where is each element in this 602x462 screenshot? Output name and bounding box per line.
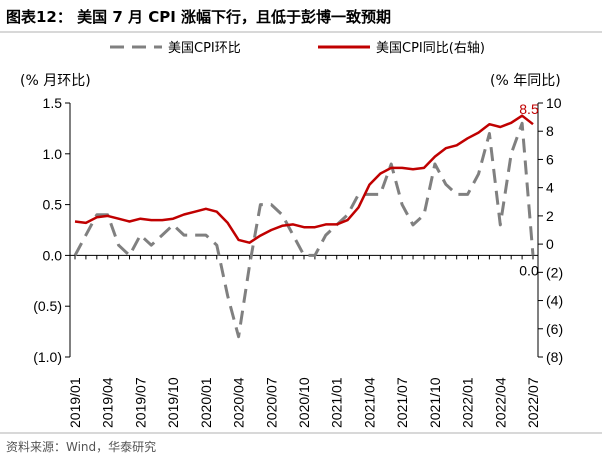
left-tick-label: 0.0 <box>43 247 63 263</box>
right-tick-label: 2 <box>546 208 554 224</box>
left-axis-unit: (% 月环比) <box>20 73 91 89</box>
right-tick-label: (6) <box>546 321 563 337</box>
x-tick-label: 2021/10 <box>427 377 443 428</box>
right-tick-label: 6 <box>546 151 554 167</box>
x-tick-label: 2019/07 <box>132 377 148 428</box>
annotation-yoy-latest: 8.5 <box>519 101 539 117</box>
series-line-cpi-mom <box>73 121 535 339</box>
right-tick-label: 8 <box>546 123 554 139</box>
chart-title: 图表12： 美国 7 月 CPI 涨幅下行，且低于彭博一致预期 <box>6 8 391 26</box>
right-axis-unit: (% 年同比) <box>490 73 561 89</box>
right-tick-label: 4 <box>546 180 554 196</box>
x-tick-label: 2021/01 <box>329 377 345 428</box>
x-tick-label: 2022/01 <box>460 377 476 428</box>
right-tick-label: (8) <box>546 349 563 365</box>
x-tick-label: 2020/10 <box>296 377 312 428</box>
left-tick-label: (1.0) <box>33 349 62 365</box>
legend: 美国CPI环比 美国CPI同比(右轴) <box>110 41 485 56</box>
x-tick-label: 2022/07 <box>525 377 541 428</box>
legend-label-yoy: 美国CPI同比(右轴) <box>376 41 485 56</box>
x-tick-label: 2020/04 <box>231 377 247 428</box>
right-tick-label: 10 <box>546 95 562 111</box>
x-tick-label: 2019/04 <box>100 377 116 428</box>
series-line-cpi-yoy <box>74 114 534 244</box>
series-layer <box>73 114 535 339</box>
annotations: 8.5 0.0 <box>519 101 539 278</box>
x-tick-label: 2021/07 <box>394 377 410 428</box>
right-tick-label: 0 <box>546 236 554 252</box>
x-tick-label: 2022/04 <box>492 377 508 428</box>
annotation-mom-latest: 0.0 <box>519 262 539 278</box>
left-tick-label: 1.5 <box>43 95 63 111</box>
x-tick-label: 2021/04 <box>361 377 377 428</box>
legend-label-mom: 美国CPI环比 <box>168 41 241 56</box>
left-tick-label: (0.5) <box>33 298 62 314</box>
right-tick-label: (2) <box>546 264 563 280</box>
left-tick-label: 1.0 <box>43 146 63 162</box>
x-tick-label: 2019/01 <box>67 377 83 428</box>
x-tick-label: 2020/07 <box>263 377 279 428</box>
left-tick-label: 0.5 <box>43 197 63 213</box>
right-tick-label: (4) <box>546 293 563 309</box>
x-tick-label: 2019/10 <box>165 377 181 428</box>
x-tick-label: 2020/01 <box>198 377 214 428</box>
source-note: 资料来源：Wind，华泰研究 <box>6 439 156 454</box>
axes: (1.0) (0.5) 0.0 0.5 1.0 1.5 (8) (6) (4) (2) 0 2 4 6 8 1… <box>33 95 563 428</box>
